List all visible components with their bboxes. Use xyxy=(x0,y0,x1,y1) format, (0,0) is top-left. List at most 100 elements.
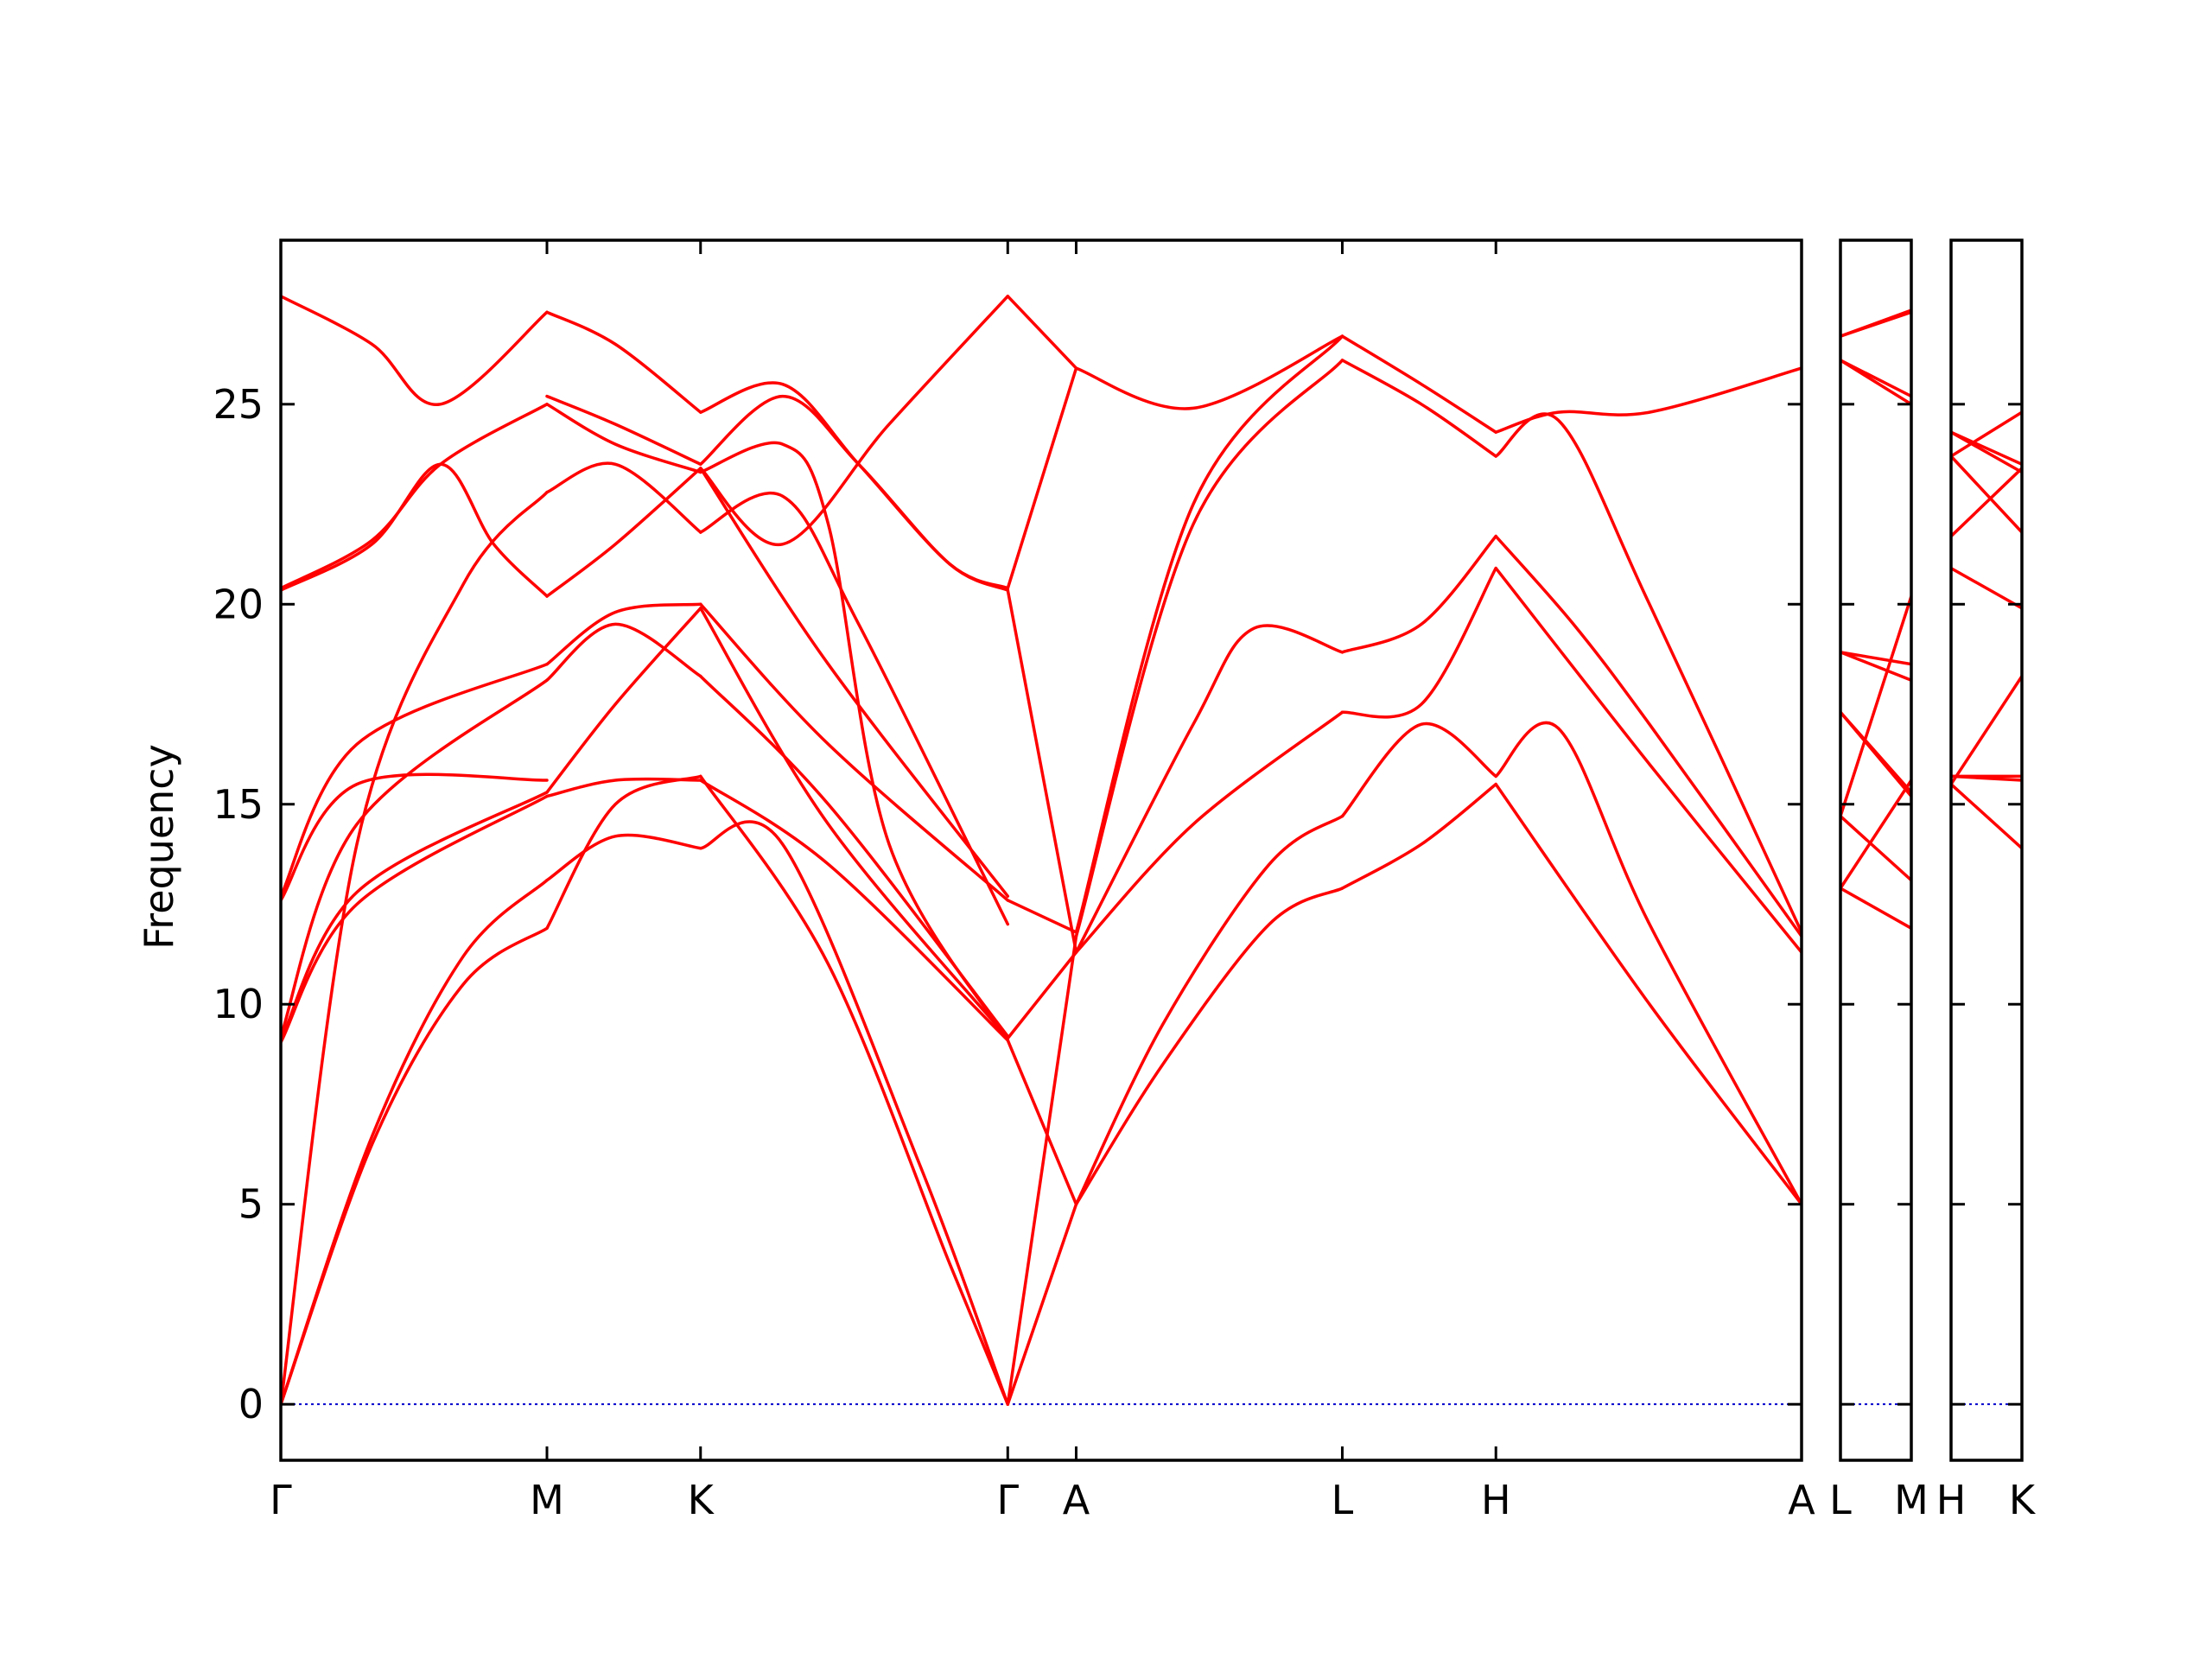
x-tick-label-K: K xyxy=(688,1477,715,1523)
phonon-band-main-33 xyxy=(699,295,1010,546)
phonon-band-H-K-0 xyxy=(1951,782,2022,850)
phonon-band-main-41 xyxy=(1006,295,1078,370)
phonon-band-H-K-9 xyxy=(1951,430,2022,474)
phonon-band-main-42 xyxy=(1074,887,1344,1206)
phonon-band-main-25 xyxy=(699,607,1010,1040)
phonon-band-H-K-3 xyxy=(1951,774,2022,782)
y-tick-label: 10 xyxy=(213,981,264,1027)
plot-frame xyxy=(1949,238,2024,1462)
phonon-band-H-K-5 xyxy=(1951,467,2022,538)
phonon-band-main-6 xyxy=(281,772,549,902)
phonon-band-main-22 xyxy=(699,774,1010,1406)
phonon-band-main-43 xyxy=(1074,814,1344,1206)
phonon-band-main-20 xyxy=(545,394,702,467)
phonon-band-main-32 xyxy=(699,381,1010,590)
y-axis-label: Frequency xyxy=(136,744,182,950)
phonon-band-main-36 xyxy=(1006,1039,1078,1206)
phonon-band-main-30 xyxy=(699,441,1010,1042)
phonon-band-main-35 xyxy=(1006,934,1078,1406)
x-tick-label-L: L xyxy=(1332,1477,1354,1523)
phonon-band-L-M-11 xyxy=(1840,308,1911,338)
phonon-band-main-16 xyxy=(545,602,702,666)
x-tick-label-Γ: Γ xyxy=(996,1477,1019,1523)
phonon-band-main-58 xyxy=(1494,534,1802,938)
phonon-band-main-45 xyxy=(1074,624,1344,954)
phonon-band-L-M-1 xyxy=(1840,814,1911,882)
y-tick-label: 5 xyxy=(238,1181,264,1228)
phonon-band-main-27 xyxy=(699,602,1010,902)
phonon-band-H-K-6 xyxy=(1951,454,2022,534)
plot-frame xyxy=(279,238,1803,1462)
phonon-band-main-51 xyxy=(1340,566,1497,719)
phonon-band-H-K-8 xyxy=(1951,410,2022,458)
phonon-band-main-31 xyxy=(699,394,1010,592)
phonon-band-main-9 xyxy=(281,403,549,590)
phonon-band-main-48 xyxy=(1074,334,1344,410)
phonon-band-main-49 xyxy=(1340,782,1497,890)
phonon-band-main-28 xyxy=(699,467,1010,898)
phonon-band-main-38 xyxy=(1006,899,1078,934)
y-tick-label: 15 xyxy=(213,781,264,828)
phonon-band-main-8 xyxy=(281,462,549,598)
x-tick-label-H: H xyxy=(1481,1477,1511,1523)
phonon-band-main-1 xyxy=(281,878,549,1406)
phonon-band-main-44 xyxy=(1074,710,1344,954)
plot-frame xyxy=(1839,238,1913,1462)
phonon-band-main-40 xyxy=(1006,366,1078,590)
x-tick-label-L: L xyxy=(1829,1477,1852,1523)
phonon-band-L-M-7 xyxy=(1840,779,1911,890)
x-tick-label-M: M xyxy=(530,1477,564,1523)
phonon-band-main-13 xyxy=(545,777,702,798)
phonon-band-L-M-9 xyxy=(1840,359,1911,398)
phonon-band-H-K-2 xyxy=(1951,674,2022,786)
phonon-band-L-M-6 xyxy=(1840,594,1911,818)
x-tick-label-M: M xyxy=(1894,1477,1929,1523)
phonon-band-main-14 xyxy=(545,607,702,794)
phonon-band-main-53 xyxy=(1340,359,1497,458)
phonon-band-main-54 xyxy=(1340,334,1497,434)
band-group xyxy=(281,295,1802,1406)
phonon-band-main-34 xyxy=(1006,1202,1078,1406)
phonon-band-H-K-4 xyxy=(1951,566,2022,610)
phonon-band-L-M-0 xyxy=(1840,887,1911,931)
phonon-band-main-24 xyxy=(699,779,1010,1042)
phonon-band-main-18 xyxy=(545,461,702,534)
phonon-band-main-10 xyxy=(281,295,549,406)
y-tick-label: 20 xyxy=(213,581,264,627)
phonon-band-main-2 xyxy=(281,490,549,1406)
band-group xyxy=(1951,410,2022,850)
phonon-band-main-7 xyxy=(281,662,549,898)
phonon-band-main-5 xyxy=(281,678,549,1039)
x-tick-label-Γ: Γ xyxy=(270,1477,292,1523)
phonon-band-main-17 xyxy=(545,467,702,598)
phonon-band-main-21 xyxy=(545,310,702,414)
phonon-band-main-0 xyxy=(281,926,549,1406)
band-group xyxy=(1840,308,1911,931)
phonon-band-L-M-3 xyxy=(1840,710,1911,794)
phonon-band-main-46 xyxy=(1074,359,1344,938)
phonon-band-main-4 xyxy=(281,791,549,1042)
phonon-band-main-59 xyxy=(1494,412,1802,934)
phonon-band-main-55 xyxy=(1494,782,1802,1206)
x-tick-label-K: K xyxy=(2009,1477,2037,1523)
phonon-band-main-60 xyxy=(1494,366,1802,434)
phonon-band-main-29 xyxy=(699,491,1010,926)
x-tick-label-H: H xyxy=(1936,1477,1967,1523)
x-tick-label-A: A xyxy=(1788,1477,1815,1523)
phonon-band-L-M-4 xyxy=(1840,651,1911,682)
y-tick-label: 0 xyxy=(238,1381,264,1427)
phonon-band-L-M-5 xyxy=(1840,651,1911,666)
y-tick-label: 25 xyxy=(213,381,264,428)
phonon-band-main-3 xyxy=(281,794,549,1044)
phonon-band-main-15 xyxy=(545,622,702,682)
phonon-band-main-57 xyxy=(1494,566,1802,954)
phonon-band-main-23 xyxy=(699,820,1010,1406)
phonon-band-main-52 xyxy=(1340,534,1497,654)
phonon-band-main-37 xyxy=(1006,950,1078,1040)
phonon-band-main-39 xyxy=(1006,588,1078,954)
phonon-band-main-19 xyxy=(545,403,702,474)
